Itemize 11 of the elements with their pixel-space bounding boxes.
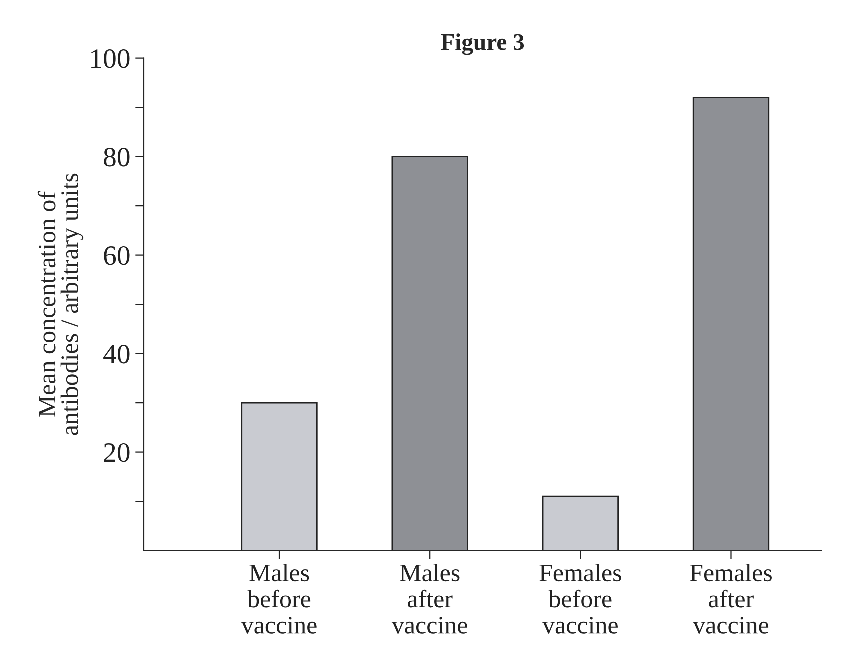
y-tick-label: 40 xyxy=(104,344,130,364)
y-tick-label: 20 xyxy=(104,443,130,462)
y-tick-label: 60 xyxy=(104,246,130,266)
x-tick-label: Females after vaccine xyxy=(690,564,772,634)
chart-title: Figure 3 xyxy=(441,34,524,56)
x-tick-label: Females before vaccine xyxy=(540,564,622,634)
y-tick-label: 100 xyxy=(92,49,130,68)
y-axis-title: Mean concentration of antibodies / arbitrary units xyxy=(38,174,84,436)
y-tick-label: 80 xyxy=(104,148,130,167)
x-tick-label: Males after vaccine xyxy=(392,564,468,634)
x-tick-label: Males before vaccine xyxy=(241,564,317,634)
